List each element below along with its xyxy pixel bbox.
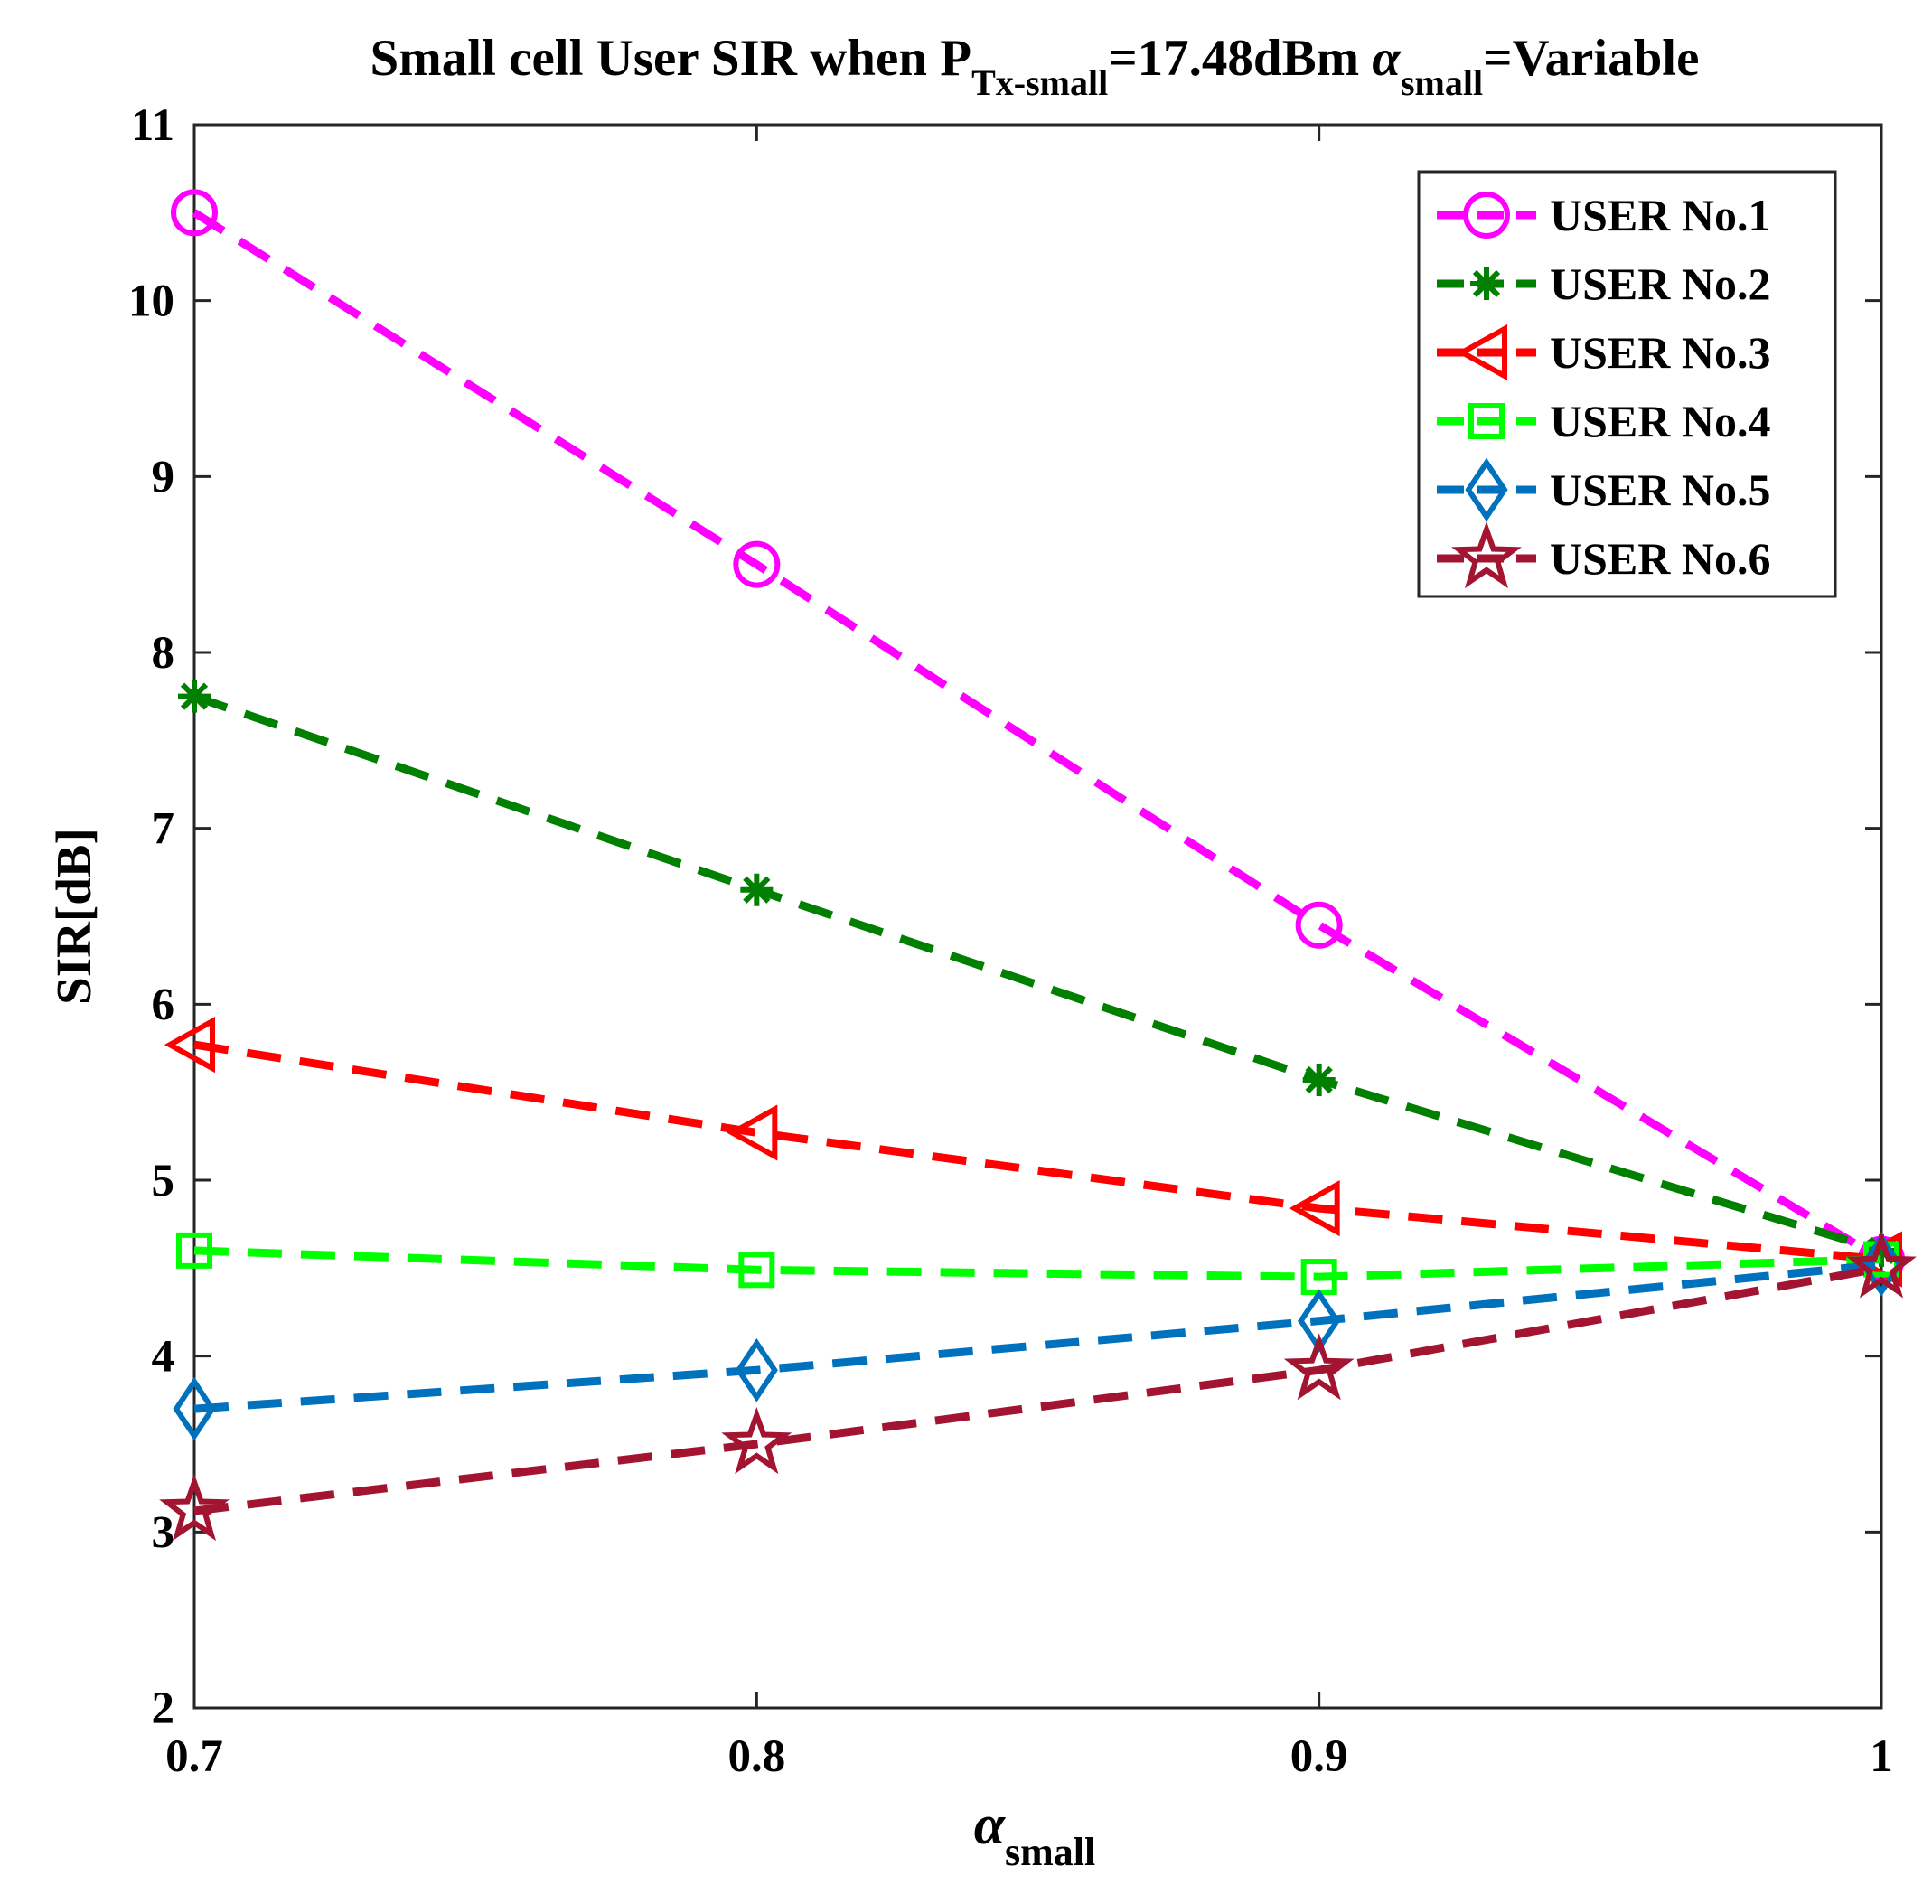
series-2 (178, 680, 1898, 1267)
legend-label: USER No.3 (1550, 327, 1770, 378)
plot-area (192, 123, 1883, 1710)
series-6 (159, 1231, 1917, 1542)
x-tick-label: 0.8 (727, 1731, 785, 1782)
series-line (193, 1260, 1882, 1413)
data-point (1865, 1233, 1898, 1267)
series-layer (159, 189, 1917, 1542)
data-point (1289, 1180, 1340, 1237)
series-line (192, 692, 1883, 1255)
data-point (1283, 1333, 1355, 1401)
data-point (1860, 1233, 1903, 1297)
y-tick-label: 3 (152, 1507, 175, 1558)
axis-ticks: 0.7 0.8 0.9 1 2 3 4 5 6 7 8 9 10 11 (128, 100, 1893, 1782)
data-point (733, 540, 781, 588)
data-point (735, 1337, 778, 1402)
legend-label: USER No.1 (1550, 190, 1770, 240)
y-tick-label: 6 (152, 980, 175, 1030)
x-tick-label: 0.9 (1290, 1731, 1348, 1782)
y-tick-label: 11 (131, 100, 174, 151)
legend-entry: USER No.6 (1437, 521, 1770, 589)
legend-entry: USER No.5 (1437, 457, 1770, 522)
data-point (173, 1376, 216, 1441)
series-line (193, 1040, 1882, 1264)
legend-marker (1456, 324, 1507, 381)
x-axis-label: αsmall (974, 1795, 1096, 1874)
data-point (176, 1232, 212, 1269)
data-point (159, 1473, 230, 1542)
y-tick-label: 8 (152, 628, 175, 679)
data-point (738, 1252, 775, 1289)
data-point (727, 1104, 778, 1161)
y-tick-label: 10 (128, 277, 174, 327)
data-point (171, 189, 218, 237)
y-tick-label: 7 (152, 804, 175, 855)
legend: USER No.1 USER No.2 USER No.3 USER No.4 USER… (1417, 170, 1837, 598)
legend-entry: USER No.1 (1437, 190, 1770, 240)
series-5 (173, 1233, 1903, 1441)
legend-box (1417, 170, 1837, 598)
chart-title: Small cell User SIR when PTx-small=17.48… (370, 30, 1700, 103)
x-tick-label: 1 (1870, 1731, 1893, 1782)
data-point (1302, 1064, 1336, 1097)
data-point (164, 1017, 215, 1074)
data-point (1846, 1231, 1917, 1299)
data-point (178, 680, 211, 713)
legend-entry: USER No.3 (1437, 324, 1770, 381)
legend-label: USER No.4 (1550, 396, 1770, 446)
legend-entry: USER No.4 (1437, 396, 1770, 446)
y-tick-label: 4 (152, 1332, 175, 1383)
data-point (740, 873, 774, 906)
x-tick-label: 0.7 (165, 1731, 223, 1782)
y-tick-label: 5 (152, 1156, 175, 1206)
legend-entry: USER No.2 (1437, 258, 1770, 309)
series-line (192, 209, 1884, 1263)
series-4 (176, 1232, 1899, 1296)
legend-marker (1470, 267, 1503, 300)
legend-marker (1451, 521, 1522, 589)
series-line (193, 1263, 1882, 1515)
y-tick-label: 2 (152, 1684, 175, 1734)
legend-marker (1468, 403, 1505, 439)
data-point (721, 1407, 792, 1475)
legend-label: USER No.6 (1550, 533, 1770, 584)
y-tick-label: 9 (152, 452, 175, 502)
y-axis-label: SIR[dB] (46, 828, 101, 1005)
series-line (193, 1246, 1882, 1281)
legend-marker (1463, 192, 1510, 239)
legend-label: USER No.5 (1550, 464, 1770, 515)
series-3 (164, 1017, 1902, 1288)
legend-label: USER No.2 (1550, 258, 1770, 309)
data-point (1295, 901, 1343, 949)
legend-marker (1465, 457, 1508, 522)
